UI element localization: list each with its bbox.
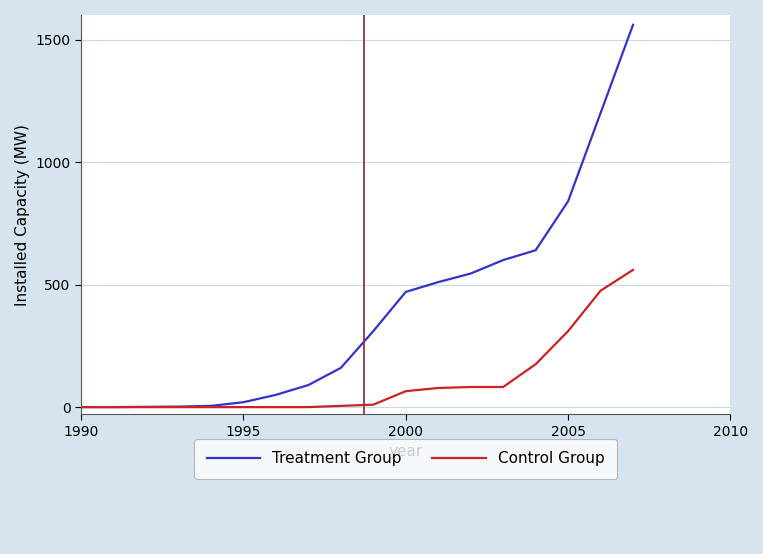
- Y-axis label: Installed Capacity (MW): Installed Capacity (MW): [15, 124, 30, 306]
- Control Group: [109, 404, 118, 411]
- Control Group: [76, 404, 85, 411]
- Treatment Group: [272, 392, 281, 398]
- Treatment Group: [596, 110, 605, 116]
- Treatment Group: [629, 22, 638, 28]
- Control Group: [596, 288, 605, 294]
- Treatment Group: [401, 289, 410, 295]
- Control Group: [564, 328, 573, 335]
- Control Group: [531, 361, 540, 367]
- Legend: Treatment Group, Control Group: Treatment Group, Control Group: [195, 439, 617, 479]
- Line: Control Group: Control Group: [81, 270, 633, 407]
- Line: Treatment Group: Treatment Group: [81, 25, 633, 407]
- Treatment Group: [369, 328, 378, 335]
- Treatment Group: [433, 279, 443, 285]
- Control Group: [174, 404, 183, 411]
- Treatment Group: [466, 270, 475, 277]
- Control Group: [336, 403, 346, 409]
- Treatment Group: [206, 403, 215, 409]
- Control Group: [272, 404, 281, 411]
- Treatment Group: [304, 382, 313, 388]
- Treatment Group: [239, 399, 248, 406]
- Control Group: [239, 404, 248, 411]
- Treatment Group: [109, 404, 118, 411]
- X-axis label: year: year: [388, 444, 423, 459]
- Treatment Group: [336, 365, 346, 371]
- Control Group: [369, 401, 378, 408]
- Treatment Group: [141, 403, 150, 410]
- Control Group: [401, 388, 410, 394]
- Treatment Group: [76, 404, 85, 411]
- Control Group: [206, 404, 215, 411]
- Treatment Group: [174, 403, 183, 410]
- Control Group: [304, 404, 313, 411]
- Treatment Group: [498, 257, 507, 263]
- Control Group: [498, 384, 507, 391]
- Treatment Group: [564, 198, 573, 204]
- Control Group: [433, 384, 443, 391]
- Control Group: [466, 384, 475, 391]
- Treatment Group: [531, 247, 540, 254]
- Control Group: [141, 404, 150, 411]
- Control Group: [629, 266, 638, 273]
